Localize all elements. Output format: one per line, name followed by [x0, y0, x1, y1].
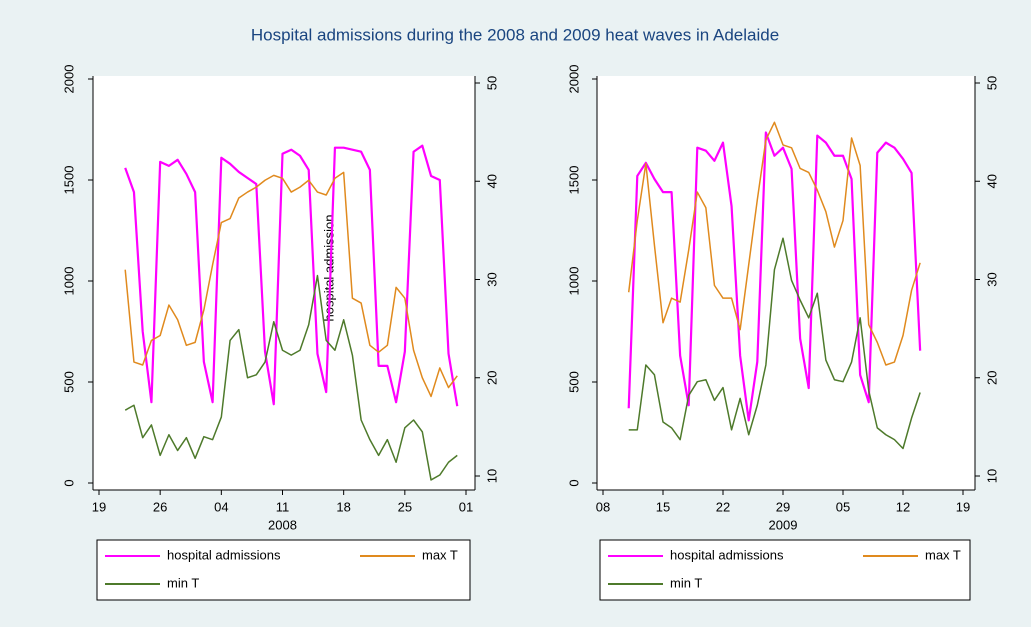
x-tick-label: 26: [153, 499, 167, 514]
legend-label: hospital admissions: [670, 547, 784, 562]
y-tick-label: 0: [566, 479, 581, 486]
y2-tick-label: 30: [484, 272, 499, 286]
legend-label: max T: [422, 547, 458, 562]
legend-label: max T: [925, 547, 961, 562]
y2-tick-label: 10: [984, 469, 999, 483]
y-tick-label: 0: [61, 479, 76, 486]
x-tick-label: 04: [214, 499, 228, 514]
y2-tick-label: 20: [484, 371, 499, 385]
x-tick-label: 08: [596, 499, 610, 514]
legend-label: min T: [670, 575, 702, 590]
x-tick-label: 19: [956, 499, 970, 514]
x-tick-label: 01: [459, 499, 473, 514]
series-line: [124, 274, 458, 481]
y2-tick-label: 50: [484, 76, 499, 90]
x-tick-label: 25: [398, 499, 412, 514]
y2-tick-label: 50: [984, 76, 999, 90]
plot-area: [597, 76, 975, 490]
y-tick-label: 2000: [566, 65, 581, 94]
chart-title: Hospital admissions during the 2008 and …: [251, 25, 779, 44]
annotation: hospital admission: [321, 215, 336, 322]
x-tick-label: 11: [276, 499, 290, 514]
x-tick-label: 15: [656, 499, 670, 514]
x-tick-label: 22: [716, 499, 730, 514]
y-tick-label: 1000: [61, 267, 76, 296]
y-tick-label: 1000: [566, 267, 581, 296]
y2-tick-label: 40: [984, 174, 999, 188]
series-line: [124, 144, 459, 407]
legend: [96, 539, 471, 601]
x-axis-title: 2008: [268, 517, 297, 532]
series-line: [124, 171, 458, 398]
plot-area: [93, 76, 475, 490]
legend-label: hospital admissions: [167, 547, 281, 562]
x-tick-label: 18: [336, 499, 350, 514]
x-axis-title: 2009: [769, 517, 798, 532]
y-tick-label: 500: [61, 371, 76, 393]
y-tick-label: 2000: [61, 65, 76, 94]
series-line: [627, 121, 921, 366]
x-tick-label: 05: [836, 499, 850, 514]
y-tick-label: 1500: [566, 166, 581, 195]
y2-tick-label: 30: [984, 272, 999, 286]
x-tick-label: 12: [896, 499, 910, 514]
y2-tick-label: 10: [484, 469, 499, 483]
y2-tick-label: 20: [984, 371, 999, 385]
series-line: [628, 237, 921, 450]
y2-tick-label: 40: [484, 174, 499, 188]
legend-label: min T: [167, 575, 199, 590]
legend: [599, 539, 971, 601]
y-tick-label: 1500: [61, 166, 76, 195]
y-tick-label: 500: [566, 371, 581, 393]
x-tick-label: 19: [92, 499, 106, 514]
x-tick-label: 29: [776, 499, 790, 514]
